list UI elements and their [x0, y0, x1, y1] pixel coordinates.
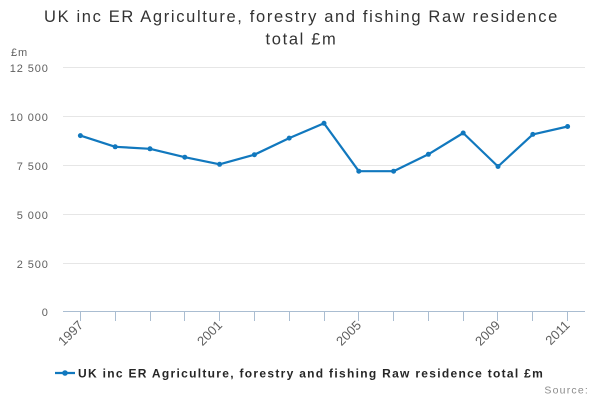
svg-text:£m: £m — [11, 47, 28, 59]
svg-text:Source:: Source: — [544, 385, 589, 397]
svg-text:0: 0 — [42, 307, 49, 319]
svg-text:7 500: 7 500 — [17, 161, 49, 173]
svg-text:5 000: 5 000 — [17, 210, 49, 222]
svg-text:2 500: 2 500 — [17, 259, 49, 271]
svg-text:UK inc ER Agriculture, forestr: UK inc ER Agriculture, forestry and fish… — [78, 367, 544, 381]
svg-text:10 000: 10 000 — [10, 112, 49, 124]
svg-text:UK inc ER Agriculture, forestr: UK inc ER Agriculture, forestry and fish… — [44, 8, 559, 26]
svg-text:total £m: total £m — [266, 31, 338, 49]
svg-text:12 500: 12 500 — [10, 63, 49, 75]
